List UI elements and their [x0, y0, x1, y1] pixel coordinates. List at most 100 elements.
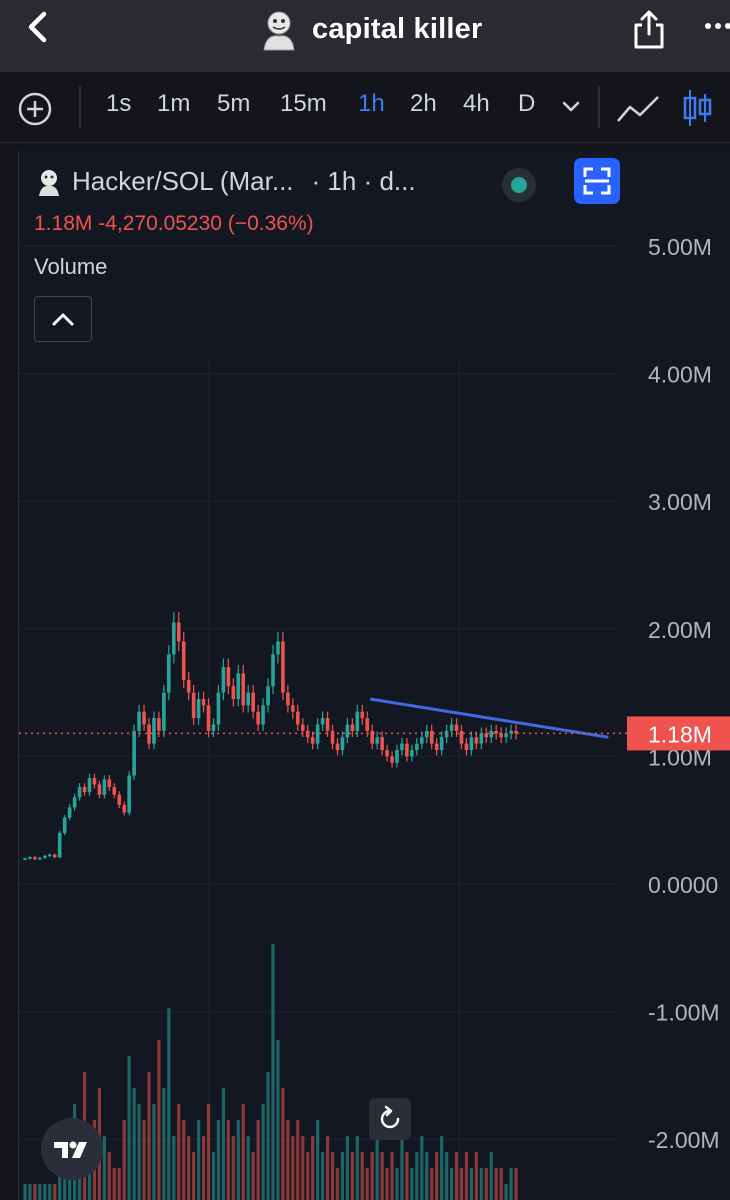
candle-body: [221, 667, 226, 693]
volume-bar: [311, 1136, 315, 1200]
volume-bar: [38, 1184, 42, 1200]
volume-bar: [514, 1168, 518, 1200]
candle-body: [355, 711, 360, 731]
volume-bar: [33, 1184, 37, 1200]
refresh-icon: [380, 1105, 400, 1129]
interval-1s[interactable]: 1s: [106, 90, 132, 117]
candle-body: [434, 743, 439, 751]
chevron-down-icon[interactable]: [561, 100, 581, 114]
candle-body: [87, 778, 92, 793]
volume-bar: [464, 1152, 469, 1200]
interval-5m[interactable]: 5m: [217, 90, 251, 117]
chart-pane[interactable]: 5.00M 4.00M 3.00M 2.00M 1.00M 0.0000 -1.00M -2.…: [18, 150, 730, 1200]
candle-body: [375, 737, 379, 744]
interval-2h[interactable]: 2h: [410, 90, 437, 117]
volume-bar: [281, 1088, 285, 1200]
chevron-left-icon[interactable]: [22, 10, 56, 44]
tradingview-logo[interactable]: [41, 1118, 103, 1180]
candle-body: [405, 743, 409, 757]
volume-bar: [231, 1136, 235, 1200]
volume-bar: [187, 1136, 191, 1200]
candle-body: [464, 743, 469, 751]
volume-bar: [430, 1168, 434, 1200]
ohlc-values: 1.18M -4,270.05230 (−0.36%): [34, 212, 314, 235]
candle-body: [97, 784, 102, 795]
volume-bar: [449, 1168, 454, 1200]
symbol-row[interactable]: Hacker/SOL (Mar... · 1h · d...: [34, 166, 416, 197]
volume-bar: [137, 1104, 141, 1200]
fullscreen-button[interactable]: [574, 158, 620, 204]
volume-bar: [182, 1120, 186, 1200]
candle-body: [385, 750, 389, 757]
plus-circle-icon[interactable]: [18, 92, 52, 126]
share-icon[interactable]: [630, 8, 668, 50]
interval-d[interactable]: D: [518, 90, 536, 117]
candle-body: [494, 730, 498, 734]
candle-body: [122, 804, 126, 813]
candle-body: [196, 698, 201, 719]
candle-body: [320, 718, 325, 725]
candle-body: [167, 654, 171, 693]
interval-15m[interactable]: 15m: [280, 90, 327, 117]
candle-body: [281, 641, 285, 693]
more-dots-icon[interactable]: [700, 16, 730, 36]
candlestick-icon[interactable]: [682, 88, 712, 128]
volume-bar: [435, 1152, 439, 1200]
candle-body: [335, 743, 340, 751]
candle-body: [57, 832, 62, 858]
volume-bar: [380, 1152, 384, 1200]
volume-bar: [197, 1120, 201, 1200]
interval-1h[interactable]: 1h: [358, 90, 385, 117]
volume-bar: [316, 1120, 320, 1200]
line-chart-icon[interactable]: [616, 94, 660, 124]
volume-bar: [122, 1120, 126, 1200]
y-axis-tick-label: -2.00M: [648, 1127, 720, 1153]
reset-chart-button[interactable]: [369, 1098, 411, 1140]
candle-body: [62, 817, 67, 833]
y-axis-tick-label: 5.00M: [648, 234, 712, 260]
volume-bar: [375, 1136, 379, 1200]
chart-toolbar: 1s 1m 5m 15m 1h 2h 4h D: [0, 72, 730, 143]
volume-bar: [494, 1168, 498, 1200]
candle-body: [142, 711, 146, 725]
candle-body: [117, 794, 122, 805]
candle-body: [365, 718, 370, 731]
candle-body: [380, 737, 384, 751]
trend-line[interactable]: [369, 697, 609, 739]
candle-body: [256, 711, 260, 725]
volume-bar: [454, 1152, 459, 1200]
candle-body: [439, 737, 444, 751]
volume-bar: [360, 1152, 364, 1200]
volume-bar: [420, 1136, 424, 1200]
volume-bar: [400, 1136, 404, 1200]
interval-1m[interactable]: 1m: [157, 90, 191, 117]
candle-body: [449, 724, 454, 731]
candle-body: [261, 705, 265, 725]
volume-bar: [340, 1152, 345, 1200]
volume-bar: [410, 1168, 414, 1200]
volume-bar: [43, 1184, 47, 1200]
volume-bar: [246, 1136, 250, 1200]
volume-bar: [172, 1136, 176, 1200]
candle-body: [296, 711, 300, 725]
candle-body: [410, 750, 414, 757]
volume-bar: [256, 1120, 260, 1200]
volume-bar: [395, 1168, 399, 1200]
volume-bar: [296, 1120, 300, 1200]
y-axis-tick-label: 4.00M: [648, 362, 712, 388]
candle-body: [360, 711, 365, 719]
y-axis-tick-label: 3.00M: [648, 489, 712, 515]
volume-bar: [415, 1152, 419, 1200]
volume-bar: [28, 1184, 32, 1200]
volume-bar: [266, 1072, 270, 1200]
title-wrap[interactable]: capital killer: [256, 6, 482, 52]
candle-body: [484, 733, 489, 738]
volume-bar: [87, 1152, 92, 1200]
candle-body: [206, 705, 211, 731]
volume-bar: [167, 1008, 171, 1200]
candle-body: [291, 705, 295, 712]
interval-4h[interactable]: 4h: [463, 90, 490, 117]
collapse-indicators-button[interactable]: [34, 296, 92, 342]
volume-bar: [236, 1120, 240, 1200]
volume-bar: [325, 1136, 330, 1200]
